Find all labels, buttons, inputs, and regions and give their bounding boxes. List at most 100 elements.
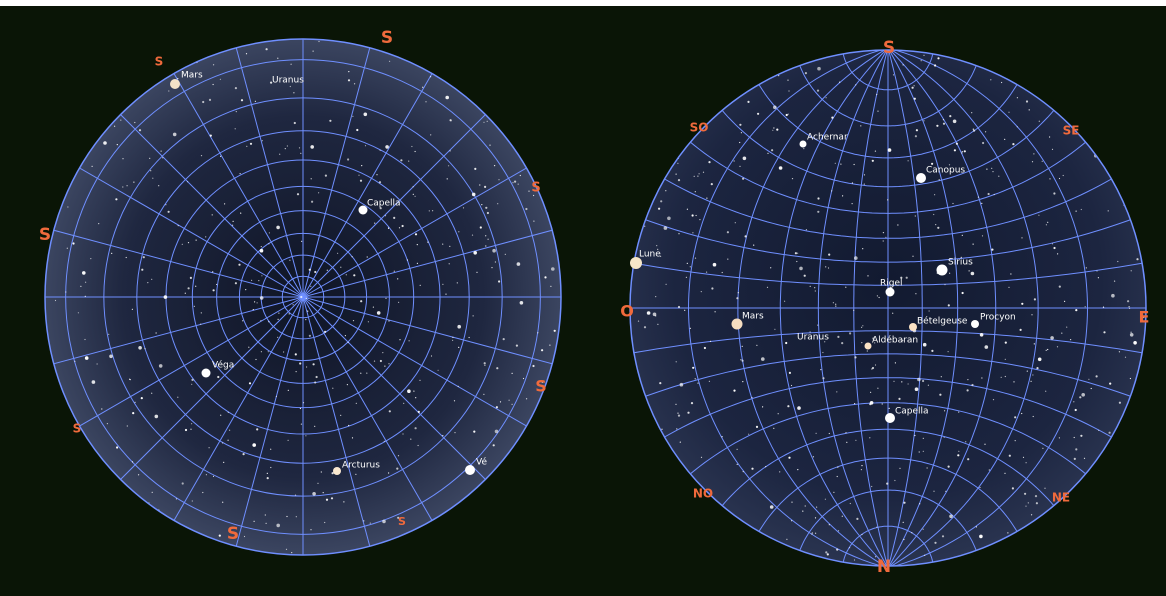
- star: [892, 74, 895, 76]
- star: [511, 372, 513, 374]
- star: [667, 216, 671, 221]
- star: [1062, 174, 1064, 177]
- star: [1032, 374, 1034, 376]
- star: [1127, 300, 1130, 303]
- star: [835, 305, 837, 307]
- star: [485, 235, 487, 237]
- star: [690, 402, 694, 405]
- star: [471, 192, 476, 197]
- star: [154, 414, 159, 419]
- star: [840, 163, 842, 165]
- star: [1057, 253, 1059, 255]
- star: [234, 282, 237, 285]
- star: [74, 360, 76, 362]
- star: [697, 382, 699, 384]
- star: [267, 351, 269, 353]
- star: [842, 195, 844, 197]
- star: [907, 160, 909, 162]
- star: [406, 259, 408, 261]
- cardinal-label: S: [227, 524, 239, 544]
- object-label: Bételgeuse: [917, 316, 968, 327]
- star: [379, 359, 382, 363]
- star: [446, 178, 448, 180]
- star: [191, 378, 194, 381]
- star: [945, 490, 947, 492]
- star: [184, 428, 188, 432]
- star: [817, 66, 821, 71]
- star: [811, 532, 813, 534]
- star: [1028, 109, 1030, 111]
- star: [1021, 412, 1023, 415]
- star: [369, 522, 371, 524]
- star: [352, 115, 354, 117]
- star: [816, 89, 820, 92]
- star: [1053, 192, 1056, 195]
- star: [897, 224, 899, 226]
- star: [152, 177, 154, 179]
- star: [660, 255, 662, 257]
- star: [687, 411, 690, 414]
- azimuth-line: [224, 39, 304, 298]
- star: [659, 382, 662, 385]
- star: [773, 127, 775, 129]
- star: [528, 190, 530, 192]
- star: [103, 141, 107, 145]
- star: [933, 490, 935, 492]
- star: [878, 296, 880, 299]
- cardinal-label: N: [877, 557, 891, 577]
- cardinal-label: S: [39, 225, 51, 245]
- star: [172, 132, 177, 137]
- azimuth-line: [302, 39, 454, 298]
- star: [116, 144, 118, 146]
- star: [922, 437, 924, 439]
- star: [679, 441, 681, 443]
- star: [360, 300, 363, 303]
- star: [495, 406, 498, 409]
- star: [927, 384, 930, 386]
- star: [346, 384, 348, 386]
- star: [397, 516, 400, 519]
- star: [814, 290, 816, 292]
- star: [526, 398, 528, 400]
- azimuth-line: [302, 296, 454, 555]
- star: [484, 185, 487, 188]
- star: [278, 312, 280, 314]
- star: [373, 360, 376, 362]
- star: [330, 497, 334, 500]
- star: [1118, 351, 1120, 353]
- star: [427, 241, 429, 243]
- star: [913, 85, 915, 87]
- star: [300, 423, 302, 425]
- star: [771, 149, 774, 152]
- star: [970, 271, 975, 276]
- star: [744, 235, 747, 238]
- meridian: [887, 50, 959, 566]
- star: [1114, 280, 1116, 282]
- star: [1021, 302, 1024, 305]
- star: [265, 48, 268, 51]
- star: [941, 535, 945, 538]
- star: [861, 342, 863, 344]
- star: [972, 128, 974, 130]
- star: [358, 174, 360, 176]
- star: [802, 510, 804, 512]
- star: [796, 260, 798, 263]
- star: [502, 338, 505, 341]
- star: [1001, 81, 1003, 84]
- star: [202, 491, 204, 494]
- star: [926, 467, 928, 469]
- rim-left: [44, 38, 562, 556]
- star: [345, 274, 347, 276]
- star: [1041, 160, 1043, 162]
- star: [751, 467, 754, 470]
- star: [1081, 393, 1085, 397]
- star: [952, 119, 957, 124]
- star: [899, 467, 901, 469]
- star: [310, 529, 312, 531]
- star: [876, 295, 879, 297]
- star: [871, 485, 873, 488]
- star: [790, 384, 793, 387]
- star: [512, 182, 514, 184]
- star: [276, 225, 280, 230]
- star: [397, 278, 399, 280]
